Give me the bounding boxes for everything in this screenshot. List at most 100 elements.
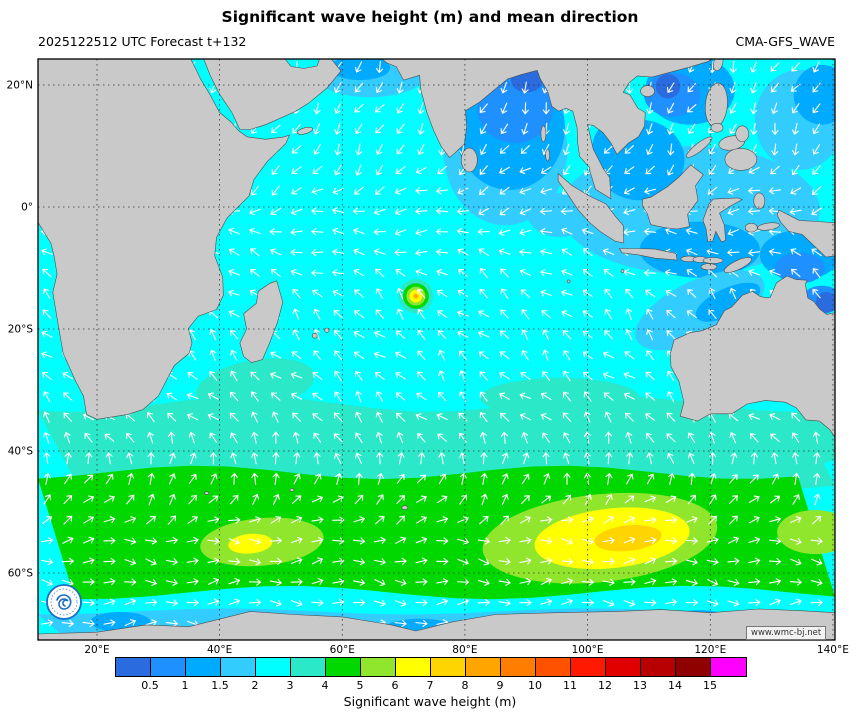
- wave-arrow: [396, 81, 404, 94]
- wave-arrow: [561, 538, 573, 545]
- wave-arrow: [41, 619, 54, 627]
- wave-arrow: [230, 452, 238, 465]
- wave-arrow: [394, 187, 407, 195]
- wave-arrow: [521, 431, 529, 444]
- wave-arrow: [539, 248, 553, 256]
- wave-arrow: [479, 431, 487, 444]
- wave-arrow: [499, 330, 510, 340]
- wave-arrow: [103, 537, 116, 545]
- wave-arrow: [706, 558, 719, 566]
- wave-arrow: [479, 186, 489, 195]
- wave-arrow: [436, 310, 448, 318]
- wave-arrow: [771, 102, 778, 115]
- wave-arrow: [813, 472, 821, 485]
- wave-arrow: [664, 537, 678, 545]
- wave-arrow: [790, 248, 802, 256]
- wave-region-1-1.5: [793, 64, 835, 125]
- logo-text-ring: [50, 588, 78, 616]
- wave-arrow: [313, 350, 322, 361]
- wave-arrow: [228, 598, 241, 606]
- wave-arrow: [539, 207, 553, 215]
- wave-arrow: [771, 473, 780, 485]
- wave-arrow: [354, 82, 364, 93]
- wave-arrow: [210, 473, 218, 485]
- lon-tick-label: 140°E: [817, 644, 849, 656]
- wave-arrow: [727, 229, 740, 236]
- wave-arrow: [501, 452, 509, 465]
- wave-arrow: [186, 413, 199, 421]
- wave-arrow: [626, 452, 634, 465]
- wave-arrow: [790, 516, 802, 523]
- wave-arrow: [499, 351, 510, 360]
- wave-arrow: [292, 431, 300, 444]
- wave-arrow: [727, 536, 740, 544]
- wave-arrow: [375, 268, 385, 278]
- wave-arrow: [457, 310, 469, 317]
- wave-arrow: [499, 186, 510, 195]
- wave-arrow: [415, 187, 428, 195]
- wave-arrow: [230, 494, 239, 505]
- wave-arrow: [352, 207, 366, 215]
- wave-arrow: [708, 515, 718, 525]
- wave-arrow: [228, 289, 241, 297]
- wave-arrow: [415, 578, 428, 586]
- wave-arrow: [812, 165, 821, 175]
- wave-arrow: [313, 123, 321, 135]
- wave-arrow: [790, 537, 802, 545]
- wave-arrow: [521, 123, 529, 135]
- wave-arrow: [479, 143, 487, 156]
- wave-arrow: [311, 599, 324, 607]
- wave-arrow: [456, 207, 470, 215]
- wave-arrow: [685, 227, 698, 235]
- wave-arrow: [270, 516, 282, 524]
- wave-arrow: [251, 472, 259, 486]
- wave-arrow: [686, 516, 698, 523]
- wave-arrow: [707, 186, 718, 195]
- wave-arrow: [228, 558, 241, 566]
- wave-arrow: [415, 249, 428, 257]
- wave-region-1-1.5: [330, 59, 391, 81]
- wave-arrow: [207, 392, 219, 400]
- wave-arrow: [748, 536, 761, 544]
- wave-arrow: [706, 599, 719, 607]
- island-christmas-island: [620, 269, 625, 273]
- wave-arrow: [332, 227, 344, 235]
- wave-arrow: [438, 370, 445, 382]
- wave-arrow: [126, 452, 134, 465]
- wave-arrow: [666, 370, 675, 382]
- wave-arrow: [521, 349, 529, 361]
- wave-arrow: [602, 372, 615, 379]
- wave-arrow: [436, 269, 448, 276]
- wave-arrow: [729, 515, 738, 525]
- island-prince-edward: [204, 491, 209, 495]
- wave-arrow: [395, 330, 406, 340]
- wave-arrow: [374, 579, 386, 587]
- wave-arrow: [811, 186, 822, 196]
- wave-arrow: [810, 599, 823, 607]
- wave-arrow: [687, 289, 697, 298]
- colorbar-segment: [536, 658, 571, 676]
- wave-arrow: [498, 599, 511, 607]
- axis-tick-labels: 20°N 0° 20°S 40°S 60°S 20°E 40°E 60°E 80°E 100°E 1…: [7, 80, 849, 657]
- wave-arrow: [375, 164, 384, 176]
- wave-arrow: [272, 472, 280, 486]
- wave-arrow: [249, 268, 260, 277]
- wave-arrow: [230, 391, 239, 402]
- wave-arrow: [438, 452, 446, 465]
- wave-arrow: [561, 269, 573, 276]
- colorbar-segment: [291, 658, 326, 676]
- wave-arrow: [666, 164, 675, 176]
- wave-arrow: [479, 412, 488, 423]
- wave-arrow: [791, 143, 799, 156]
- wave-arrow: [477, 330, 490, 338]
- wave-arrow: [664, 578, 678, 586]
- wave-arrow: [770, 82, 780, 93]
- wave-arrow: [395, 268, 406, 277]
- wave-arrow: [500, 81, 508, 94]
- wave-arrow: [375, 124, 385, 134]
- wave-arrow: [165, 537, 179, 545]
- wave-arrow: [480, 493, 488, 506]
- colorbar-tick-label: 6: [391, 679, 399, 692]
- wave-arrow: [540, 537, 553, 545]
- wave-arrow: [750, 102, 758, 115]
